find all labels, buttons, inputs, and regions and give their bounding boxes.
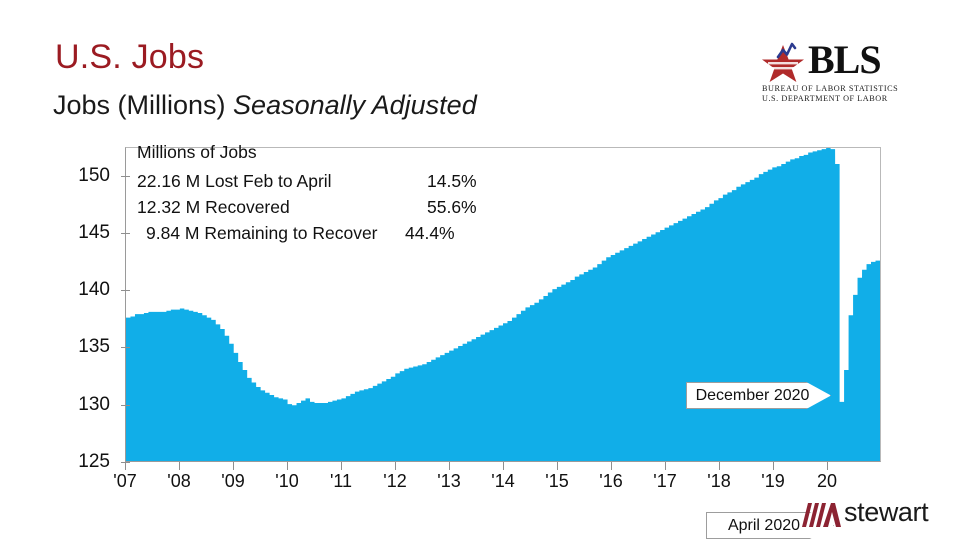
stewart-wordmark: stewart	[844, 497, 929, 527]
legend-row: 12.32 M Recovered 55.6%	[137, 198, 477, 225]
x-axis-tick-mark	[233, 462, 234, 470]
page-title: U.S. Jobs	[55, 38, 205, 76]
x-axis-tick-mark	[719, 462, 720, 470]
x-axis-tick-mark	[773, 462, 774, 470]
callout-december-2020: December 2020	[686, 382, 831, 409]
legend-row-text: 22.16 M Lost Feb to April	[137, 170, 332, 191]
legend-row-text: 12.32 M Recovered	[137, 196, 290, 217]
x-axis-tick-label: '14	[491, 471, 515, 491]
x-axis-tick-label: '12	[383, 471, 407, 491]
legend-row-text: 9.84 M Remaining to Recover	[146, 222, 378, 243]
x-axis-tick-label: 20	[816, 471, 838, 491]
x-axis-tick-mark	[179, 462, 180, 470]
y-axis-tick-mark	[121, 404, 130, 406]
y-axis-tick-label: 150	[78, 164, 110, 186]
x-axis-tick-mark	[557, 462, 558, 470]
x-axis-tick-mark	[611, 462, 612, 470]
stewart-logo: stewart	[800, 497, 950, 532]
y-axis-tick-label: 135	[78, 336, 110, 358]
y-axis-tick-label: 140	[78, 279, 110, 301]
legend-row-pct: 55.6%	[427, 196, 477, 217]
x-axis-tick-mark	[665, 462, 666, 470]
legend-row: 9.84 M Remaining to Recover 44.4%	[137, 224, 455, 251]
x-axis-tick-label: '17	[653, 471, 677, 491]
x-axis-tick-mark	[287, 462, 288, 470]
x-axis-tick-mark	[341, 462, 342, 470]
x-axis-tick-label: '18	[707, 471, 731, 491]
subtitle-italic-text: Seasonally Adjusted	[233, 90, 477, 120]
legend-row: 22.16 M Lost Feb to April 14.5%	[137, 172, 477, 199]
bls-star-icon	[762, 42, 804, 82]
jobs-area-chart: Millions of Jobs 22.16 M Lost Feb to Apr…	[0, 130, 960, 539]
stewart-bars-icon	[802, 503, 841, 527]
legend-title: Millions of Jobs	[137, 142, 257, 162]
x-axis-tick-label: '10	[275, 471, 299, 491]
subtitle-plain-text: Jobs (Millions)	[53, 90, 234, 120]
bls-logo: BLS BUREAU OF LABOR STATISTICS U.S. DEPA…	[760, 37, 910, 103]
y-axis-tick-mark	[121, 175, 130, 177]
legend-row-pct: 44.4%	[405, 222, 455, 243]
y-axis-tick-label: 145	[78, 221, 110, 243]
x-axis-tick-label: '11	[329, 471, 353, 491]
bls-subtitle-line1: BUREAU OF LABOR STATISTICS	[762, 84, 899, 93]
y-axis-tick-mark	[121, 347, 130, 349]
slide-header: U.S. Jobs Jobs (Millions) Seasonally Adj…	[0, 0, 960, 130]
chart-legend-box: Millions of Jobs 22.16 M Lost Feb to Apr…	[137, 142, 477, 251]
y-axis-tick-mark	[121, 232, 130, 234]
page-subtitle: Jobs (Millions) Seasonally Adjusted	[53, 90, 477, 121]
bls-wordmark: BLS	[808, 37, 882, 82]
x-axis-tick-mark	[125, 462, 126, 470]
x-axis-tick-label: '19	[761, 471, 785, 491]
legend-row-pct: 14.5%	[427, 170, 477, 191]
x-axis-tick-label: '13	[437, 471, 461, 491]
y-axis-tick-label: 130	[78, 393, 110, 415]
x-axis-tick-label: '08	[167, 471, 191, 491]
bls-subtitle-line2: U.S. DEPARTMENT OF LABOR	[762, 94, 888, 103]
y-axis-tick-label: 125	[78, 451, 110, 472]
x-axis-tick-label: '09	[221, 471, 245, 491]
x-axis-tick-mark	[827, 462, 828, 470]
x-axis-tick-label: '16	[599, 471, 623, 491]
x-axis-tick-mark	[503, 462, 504, 470]
x-axis-tick-label: '07	[113, 471, 137, 491]
x-axis-tick-mark	[449, 462, 450, 470]
x-axis-tick-mark	[395, 462, 396, 470]
x-axis-tick-label: '15	[545, 471, 569, 491]
y-axis-tick-mark	[121, 290, 130, 292]
